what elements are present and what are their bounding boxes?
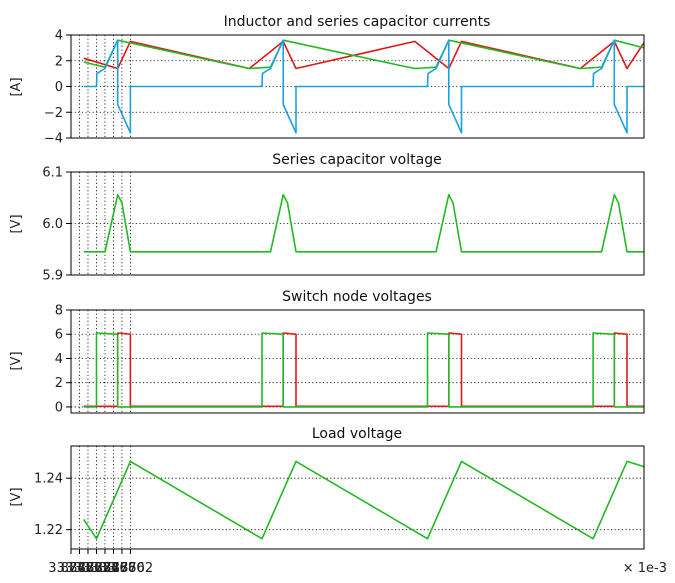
y-tick-label: 1.24 (34, 472, 63, 487)
y-tick-label: 6.1 (42, 166, 63, 181)
panel-title: Series capacitor voltage (272, 152, 441, 168)
series-line (83, 193, 644, 253)
x-tick-label: 3.8754 (74, 561, 120, 576)
series-line (83, 39, 644, 134)
y-tick-label: 6.0 (42, 217, 63, 232)
y-tick-label: 1.22 (34, 523, 63, 538)
x-tick-label: 3.8760 (99, 561, 145, 576)
y-tick-label: 6 (55, 328, 63, 343)
plot-frame (70, 34, 645, 139)
plot-frame (70, 309, 645, 414)
y-tick-label: 2 (55, 376, 63, 391)
x-scale-label: × 1e-3 (623, 561, 667, 576)
y-axis-label: [V] (9, 351, 24, 370)
series-line (83, 332, 644, 408)
y-axis-label: [V] (9, 214, 24, 233)
x-tick-label: 3.8756 (82, 561, 128, 576)
panel-title: Switch node voltages (282, 289, 432, 305)
x-tick-label: 3.8758 (91, 561, 137, 576)
y-tick-label: 0 (55, 400, 63, 415)
plot-frame (70, 171, 645, 276)
y-axis-label: [A] (9, 77, 24, 96)
panel-title: Inductor and series capacitor currents (224, 14, 491, 30)
x-tick-label: 3.8748 (48, 561, 94, 576)
panel-switch-node-voltages: Switch node voltages 0 2 4 6 8 [V] (9, 289, 645, 415)
y-tick-label: 0 (55, 80, 63, 95)
series-line (83, 332, 644, 408)
x-tick-label: 3.8750 (57, 561, 103, 576)
panel-currents: Inductor and series capacitor currents −… (9, 14, 645, 147)
panel-capacitor-voltage: Series capacitor voltage 5.9 6.0 6.1 [V] (9, 152, 645, 284)
panel-title: Load voltage (312, 426, 402, 442)
y-tick-label: 8 (55, 304, 63, 319)
y-tick-label: 5.9 (42, 269, 63, 284)
y-tick-label: 4 (55, 352, 63, 367)
y-tick-label: −2 (44, 106, 63, 121)
panel-load-voltage: Load voltage 1.22 1.24 3.87483.87503.8752… (9, 426, 667, 576)
x-tick-label: 3.8762 (108, 561, 154, 576)
y-tick-label: −4 (44, 132, 63, 147)
series-line (83, 39, 645, 70)
y-axis-label: [V] (9, 487, 24, 506)
y-tick-label: 4 (55, 29, 63, 44)
y-tick-label: 2 (55, 54, 63, 69)
series-line (83, 460, 645, 540)
plot-frame (70, 445, 645, 550)
x-tick-label: 3.8752 (65, 561, 111, 576)
